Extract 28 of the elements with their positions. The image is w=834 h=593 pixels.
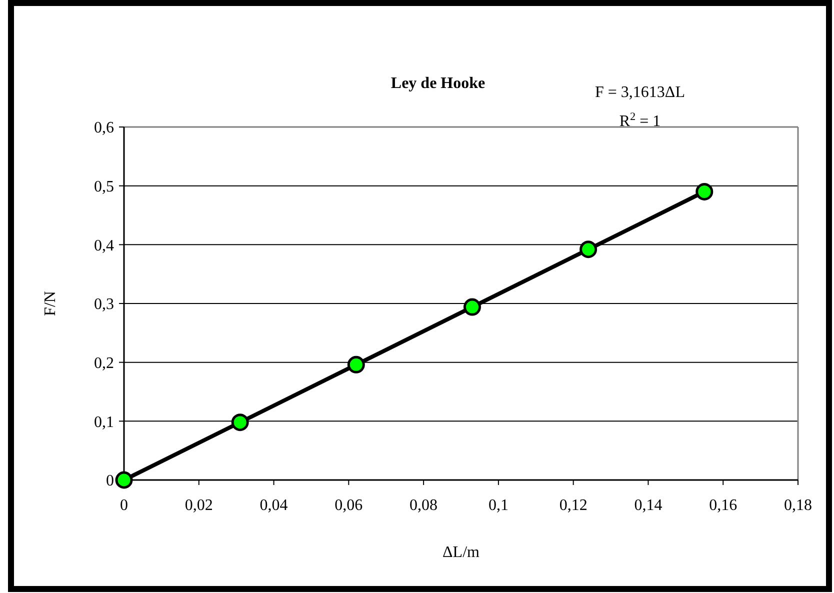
- x-tick-label: 0,04: [260, 497, 288, 514]
- x-tick-label: 0,16: [709, 497, 738, 514]
- x-tick-label: 0,12: [559, 497, 588, 514]
- point: [580, 240, 598, 258]
- y-tick-label: 0,3: [94, 296, 114, 314]
- y-tick-label: 0,2: [94, 354, 114, 372]
- point: [463, 298, 481, 316]
- x-axis-title: ΔL/m: [442, 544, 480, 561]
- annotation: R$^{2}$ = 1: [619, 111, 661, 130]
- x-tick-label: 0,18: [784, 497, 812, 514]
- y-axis-title: F/N: [42, 290, 59, 316]
- x-tick-label: 0,06: [334, 497, 363, 514]
- point: [696, 182, 714, 200]
- point: [115, 471, 133, 489]
- x-tick-label: 0: [120, 497, 128, 514]
- y-tick-label: 0: [106, 472, 114, 490]
- x-tick-label: 0,1: [488, 497, 508, 514]
- text: F = 3,1613ΔL: [595, 84, 685, 101]
- x-tick-label: 0,14: [634, 497, 662, 514]
- y-tick-label: 0,6: [94, 120, 114, 137]
- y-tick-label: 0,4: [94, 237, 114, 254]
- y-tick-label: 0,1: [94, 414, 114, 431]
- chart-title: Ley de Hooke: [390, 75, 486, 92]
- x-tick-label: 0,02: [184, 497, 213, 514]
- point: [231, 414, 249, 432]
- x-tick-label: 0,08: [410, 497, 438, 514]
- y-tick-label: 0,5: [94, 178, 114, 196]
- point: [347, 356, 365, 374]
